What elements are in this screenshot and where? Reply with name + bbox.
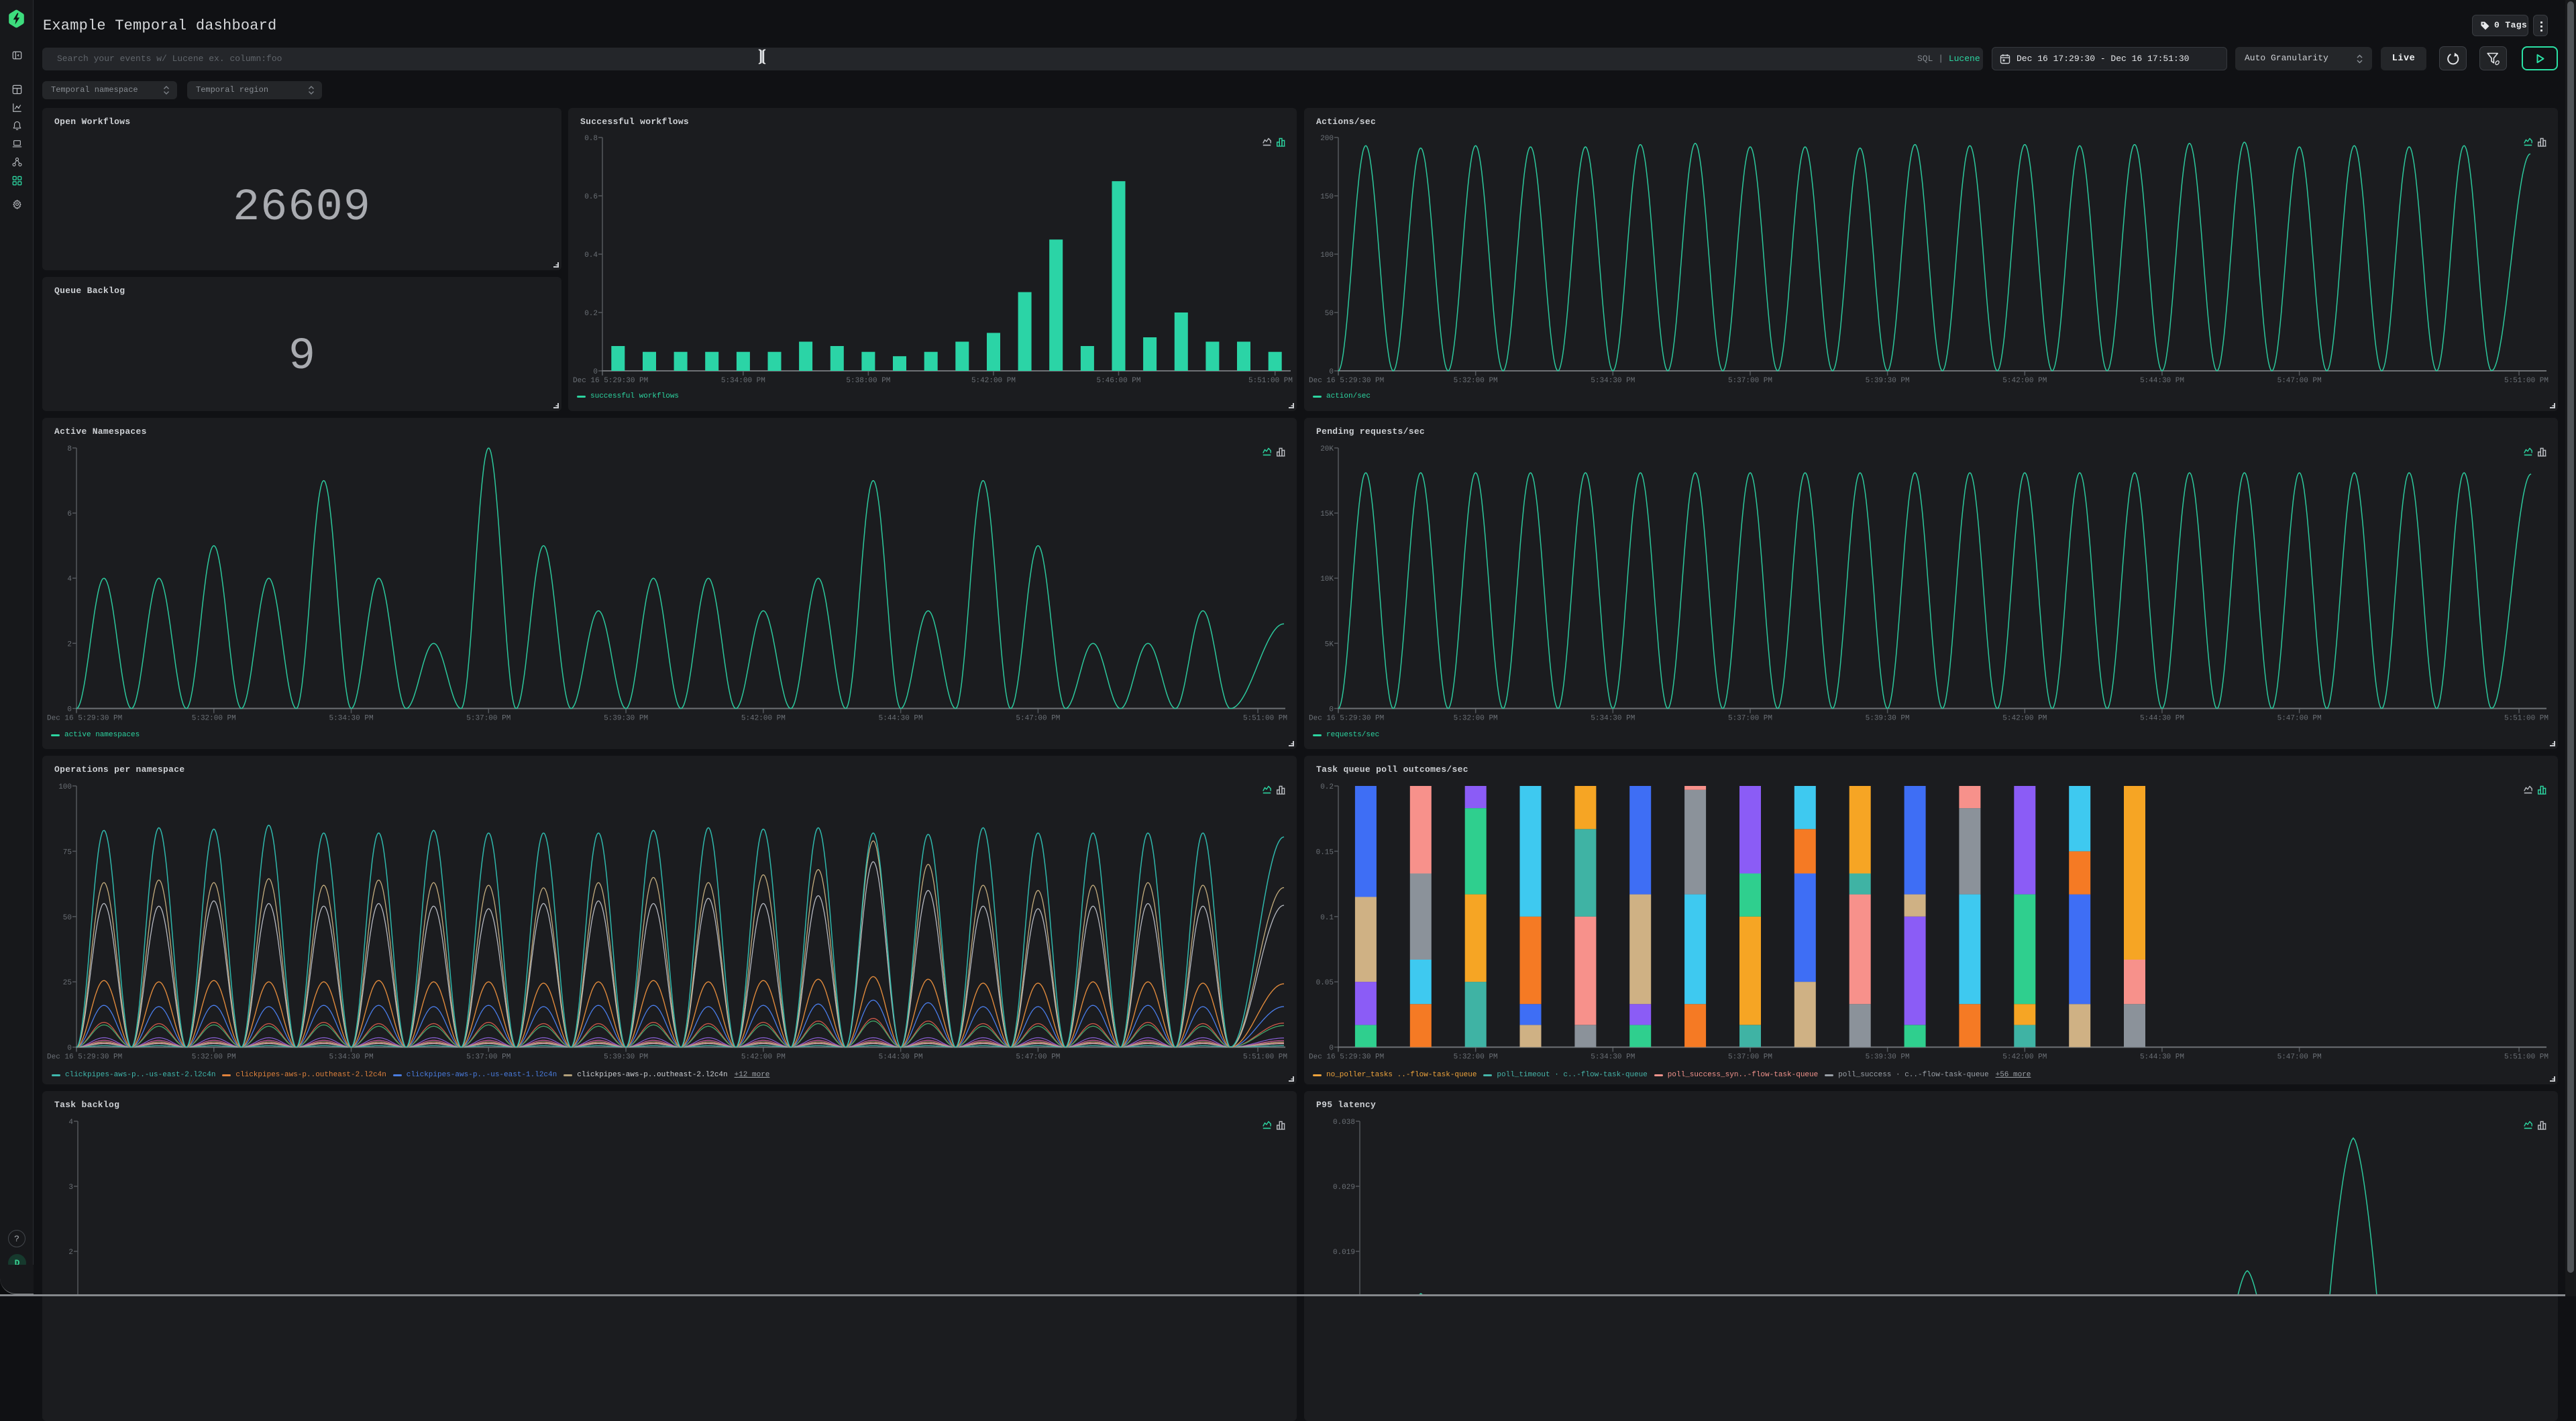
svg-text:0.2: 0.2 [584,310,598,318]
svg-text:5:39:30 PM: 5:39:30 PM [604,1054,648,1062]
svg-text:5:47:00 PM: 5:47:00 PM [2277,1054,2322,1062]
svg-text:5:42:00 PM: 5:42:00 PM [2002,715,2047,723]
svg-text:5:39:30 PM: 5:39:30 PM [1866,1054,1910,1062]
svg-text:5:44:30 PM: 5:44:30 PM [2140,715,2184,723]
svg-text:5:38:00 PM: 5:38:00 PM [846,377,890,385]
svg-text:5K: 5K [1325,640,1334,648]
svg-text:0: 0 [67,706,72,714]
svg-text:0.05: 0.05 [1316,979,1334,987]
svg-text:20K: 20K [1320,445,1334,453]
svg-text:4: 4 [68,1119,73,1127]
svg-text:5:34:30 PM: 5:34:30 PM [329,715,374,723]
svg-text:0: 0 [593,368,598,376]
svg-text:0.1: 0.1 [1320,914,1334,922]
svg-text:5:51:00 PM: 5:51:00 PM [1248,377,1293,385]
svg-text:5:39:30 PM: 5:39:30 PM [1866,715,1910,723]
svg-text:0: 0 [1329,706,1334,714]
svg-text:5:39:30 PM: 5:39:30 PM [604,715,648,723]
svg-text:0: 0 [1329,368,1334,376]
svg-text:5:37:00 PM: 5:37:00 PM [1728,1054,1772,1062]
svg-text:5:34:30 PM: 5:34:30 PM [1591,377,1635,385]
svg-text:5:42:00 PM: 5:42:00 PM [2002,377,2047,385]
svg-text:5:44:30 PM: 5:44:30 PM [2140,377,2184,385]
svg-text:5:32:00 PM: 5:32:00 PM [1454,715,1498,723]
svg-text:5:51:00 PM: 5:51:00 PM [2504,1054,2548,1062]
svg-text:5:51:00 PM: 5:51:00 PM [1243,715,1287,723]
svg-text:5:34:30 PM: 5:34:30 PM [1591,715,1635,723]
svg-text:25: 25 [63,979,72,987]
svg-text:10K: 10K [1320,575,1334,583]
svg-text:5:37:00 PM: 5:37:00 PM [1728,715,1772,723]
svg-text:0.029: 0.029 [1333,1184,1355,1192]
svg-text:5:51:00 PM: 5:51:00 PM [1243,1054,1287,1062]
svg-text:0.038: 0.038 [1333,1119,1355,1127]
svg-text:5:39:30 PM: 5:39:30 PM [1866,377,1910,385]
svg-text:0.6: 0.6 [584,193,598,201]
svg-text:5:34:30 PM: 5:34:30 PM [1591,1054,1635,1062]
svg-text:5:46:00 PM: 5:46:00 PM [1096,377,1140,385]
svg-text:Dec 16 5:29:30 PM: Dec 16 5:29:30 PM [1309,715,1384,723]
svg-text:5:47:00 PM: 5:47:00 PM [2277,377,2322,385]
svg-text:8: 8 [67,445,72,453]
svg-text:5:32:00 PM: 5:32:00 PM [1454,1054,1498,1062]
svg-text:50: 50 [1325,310,1334,318]
svg-text:5:44:30 PM: 5:44:30 PM [879,715,923,723]
svg-text:150: 150 [1320,193,1334,201]
svg-text:5:32:00 PM: 5:32:00 PM [192,1054,236,1062]
svg-text:0: 0 [67,1045,72,1053]
svg-text:0.15: 0.15 [1316,848,1334,856]
svg-text:5:51:00 PM: 5:51:00 PM [2504,377,2548,385]
svg-text:Dec 16 5:29:30 PM: Dec 16 5:29:30 PM [1309,377,1384,385]
svg-text:5:51:00 PM: 5:51:00 PM [2504,715,2548,723]
svg-text:5:47:00 PM: 5:47:00 PM [1016,715,1060,723]
svg-text:15K: 15K [1320,510,1334,518]
svg-text:5:42:00 PM: 5:42:00 PM [971,377,1016,385]
svg-text:0.019: 0.019 [1333,1249,1355,1257]
svg-text:4: 4 [67,575,72,583]
svg-text:5:37:00 PM: 5:37:00 PM [1728,377,1772,385]
svg-text:0.8: 0.8 [584,135,598,143]
svg-text:50: 50 [63,914,72,922]
svg-text:2: 2 [68,1249,73,1257]
svg-text:75: 75 [63,848,72,856]
svg-text:0.4: 0.4 [584,251,598,260]
svg-text:0.2: 0.2 [1320,783,1334,791]
svg-text:5:42:00 PM: 5:42:00 PM [741,1054,786,1062]
svg-text:5:37:00 PM: 5:37:00 PM [466,715,511,723]
svg-text:5:34:30 PM: 5:34:30 PM [329,1054,374,1062]
svg-text:5:37:00 PM: 5:37:00 PM [466,1054,511,1062]
svg-text:0: 0 [1329,1045,1334,1053]
svg-text:5:42:00 PM: 5:42:00 PM [2002,1054,2047,1062]
svg-text:6: 6 [67,510,72,518]
svg-text:Dec 16 5:29:30 PM: Dec 16 5:29:30 PM [47,1054,122,1062]
svg-text:200: 200 [1320,135,1334,143]
svg-text:5:47:00 PM: 5:47:00 PM [1016,1054,1060,1062]
svg-text:2: 2 [67,640,72,648]
svg-text:5:34:00 PM: 5:34:00 PM [721,377,765,385]
svg-text:5:47:00 PM: 5:47:00 PM [2277,715,2322,723]
svg-text:5:42:00 PM: 5:42:00 PM [741,715,786,723]
svg-text:5:32:00 PM: 5:32:00 PM [192,715,236,723]
svg-text:3: 3 [68,1184,73,1192]
svg-text:5:44:30 PM: 5:44:30 PM [2140,1054,2184,1062]
svg-text:5:32:00 PM: 5:32:00 PM [1454,377,1498,385]
svg-text:Dec 16 5:29:30 PM: Dec 16 5:29:30 PM [47,715,122,723]
svg-text:Dec 16 5:29:30 PM: Dec 16 5:29:30 PM [573,377,648,385]
svg-text:Dec 16 5:29:30 PM: Dec 16 5:29:30 PM [1309,1054,1384,1062]
svg-text:100: 100 [58,783,72,791]
svg-text:5:44:30 PM: 5:44:30 PM [879,1054,923,1062]
svg-text:100: 100 [1320,251,1334,260]
